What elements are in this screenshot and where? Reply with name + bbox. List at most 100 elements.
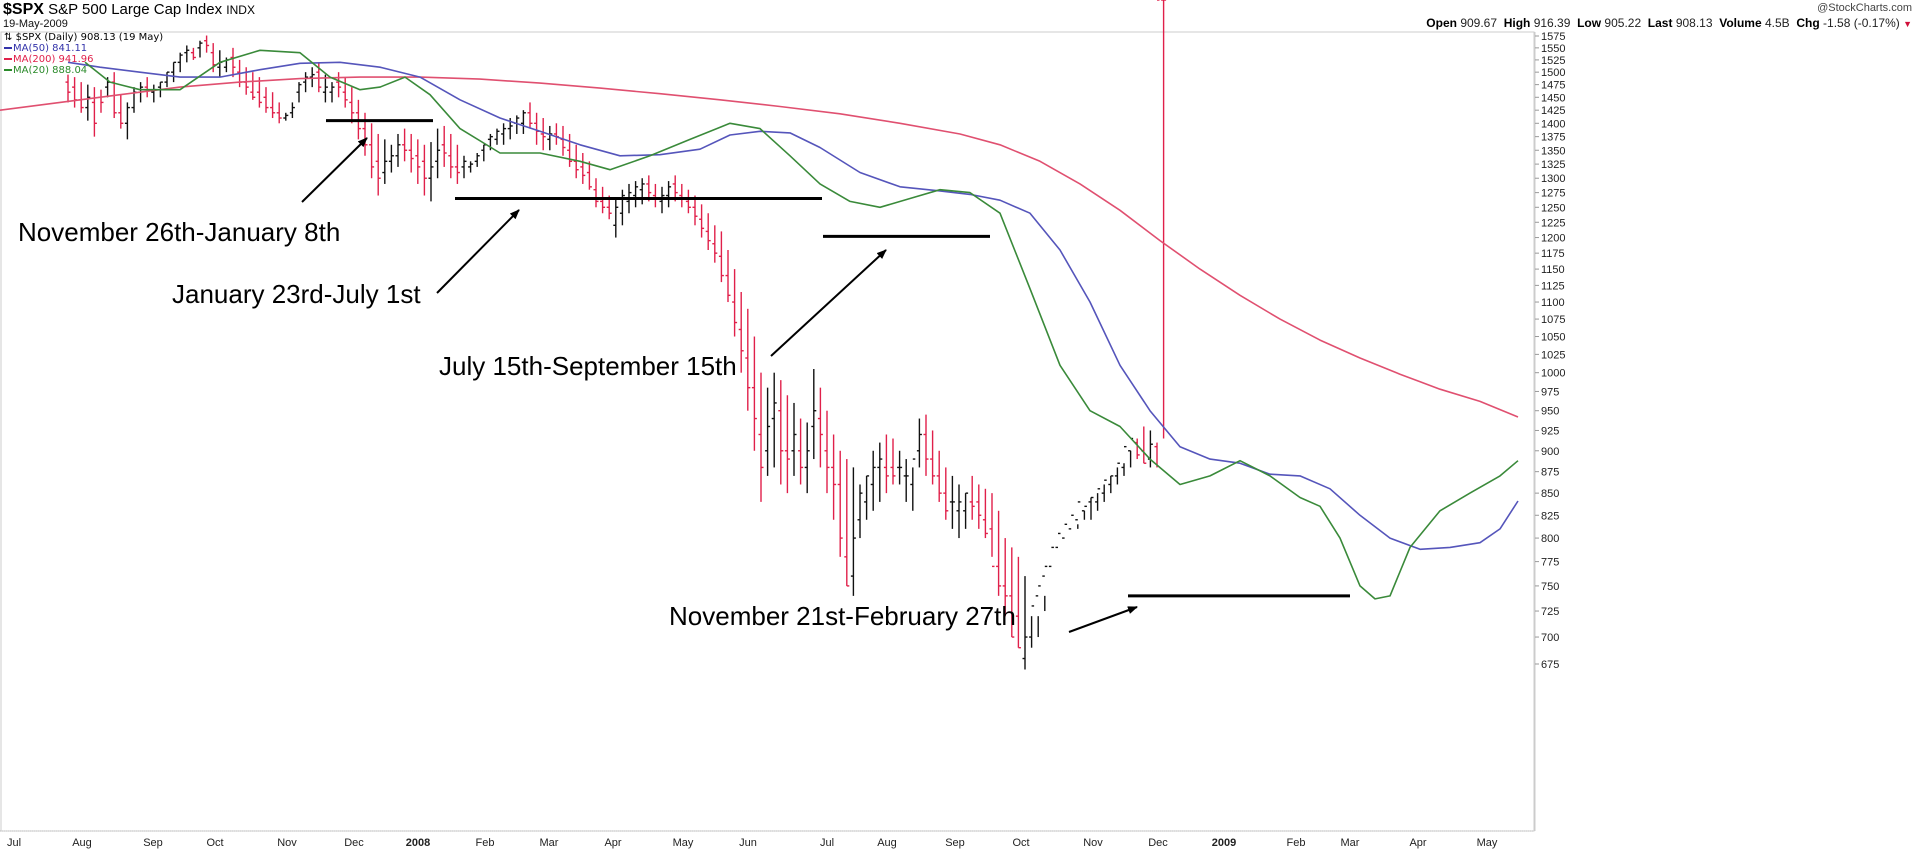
y-tick-label: 750 bbox=[1541, 581, 1559, 593]
y-tick-label: 875 bbox=[1541, 467, 1559, 479]
ohlc-bar bbox=[454, 144, 460, 184]
chart-legend: ⇅ $SPX (Daily) 908.13 (19 May) MA(50) 84… bbox=[4, 32, 163, 76]
plot-frame bbox=[0, 31, 1535, 832]
ohlc-bar bbox=[65, 74, 71, 103]
ohlc-bar bbox=[421, 144, 427, 196]
y-tick-label: 1125 bbox=[1541, 280, 1565, 292]
ohlc-bar bbox=[910, 458, 916, 511]
ohlc-bar bbox=[177, 52, 183, 73]
x-tick-label: Nov bbox=[277, 837, 297, 849]
y-tick-label: 1325 bbox=[1541, 159, 1565, 171]
ohlc-bar bbox=[256, 77, 262, 108]
ohlc-bar bbox=[395, 133, 401, 167]
ohlc-bar bbox=[705, 213, 711, 251]
ohlc-bar bbox=[666, 181, 672, 208]
ohlc-bar bbox=[784, 395, 790, 494]
ohlc-bar bbox=[1121, 445, 1127, 476]
ohlc-bar bbox=[883, 434, 889, 494]
ohlc-bar bbox=[593, 178, 599, 208]
ohlc-bar bbox=[296, 82, 302, 103]
ohlc-bar bbox=[197, 40, 203, 58]
ohlc-bar bbox=[745, 308, 751, 411]
ohlc-bar bbox=[461, 155, 467, 179]
ohlc-bar bbox=[850, 467, 856, 596]
x-tick-label: Sep bbox=[945, 837, 965, 849]
ohlc-bar bbox=[963, 492, 969, 529]
chart-header: $SPX S&P 500 Large Cap Index INDX 19-May… bbox=[0, 0, 1920, 32]
ohlc-bar bbox=[1062, 523, 1068, 539]
y-tick-label: 1375 bbox=[1541, 132, 1565, 144]
ohlc-bar bbox=[897, 450, 903, 485]
ohlc-bar bbox=[732, 269, 738, 337]
y-tick-label: 1350 bbox=[1541, 145, 1565, 157]
y-tick-label: 950 bbox=[1541, 406, 1559, 418]
ohlc-bar bbox=[118, 94, 124, 129]
y-tick-label: 1475 bbox=[1541, 80, 1565, 92]
open-label: Open bbox=[1426, 16, 1457, 30]
ohlc-bar bbox=[369, 123, 375, 179]
ohlc-bar bbox=[771, 372, 777, 468]
legend-ma200: MA(200) 941.96 bbox=[4, 54, 163, 65]
ohlc-bar bbox=[1022, 576, 1028, 670]
volume-value: 4.5B bbox=[1765, 16, 1790, 30]
index-name: S&P 500 Large Cap Index bbox=[48, 1, 223, 18]
ohlc-bar bbox=[402, 128, 408, 162]
high-value: 916.39 bbox=[1533, 16, 1571, 30]
ohlc-bar bbox=[553, 123, 559, 145]
ohlc-bar bbox=[78, 82, 84, 113]
ohlc-bar bbox=[890, 438, 896, 485]
ohlc-bar bbox=[712, 225, 718, 263]
y-tick-label: 1300 bbox=[1541, 173, 1565, 185]
exchange: INDX bbox=[226, 3, 255, 17]
ohlc-bar bbox=[930, 430, 936, 485]
ohlc-bar bbox=[1055, 532, 1061, 549]
ohlc-bar bbox=[382, 139, 388, 184]
y-tick-label: 1425 bbox=[1541, 105, 1565, 117]
ma200-swatch-icon bbox=[4, 58, 12, 60]
x-tick-label: Aug bbox=[877, 837, 897, 849]
ohlc-bar bbox=[1009, 547, 1015, 638]
ohlc-bar bbox=[131, 87, 137, 113]
x-tick-label: Feb bbox=[476, 837, 495, 849]
ma-line-ma200 bbox=[0, 76, 1519, 418]
ohlc-bar bbox=[1068, 514, 1074, 530]
ohlc-bar bbox=[527, 102, 533, 129]
ohlc-bar bbox=[699, 204, 705, 238]
low-value: 905.22 bbox=[1604, 16, 1642, 30]
y-tick-label: 725 bbox=[1541, 606, 1559, 618]
ohlc-bar bbox=[388, 144, 394, 173]
change-value: -1.58 (-0.17%) bbox=[1823, 16, 1900, 30]
ohlc-bar bbox=[448, 133, 454, 179]
x-tick-label: Mar bbox=[1341, 837, 1360, 849]
ohlc-bar bbox=[322, 74, 328, 103]
legend-ma50-label: MA(50) 841.11 bbox=[13, 43, 88, 54]
ohlc-bar bbox=[778, 380, 784, 485]
ohlc-bar bbox=[1075, 501, 1081, 529]
ohlc-bar bbox=[791, 402, 797, 476]
annotations: November 26th-January 8th January 23rd-Ju… bbox=[18, 137, 1138, 633]
ohlc-bar bbox=[804, 422, 810, 494]
ohlc-bar bbox=[811, 368, 817, 460]
ohlc-bar bbox=[336, 72, 342, 98]
y-tick-label: 1400 bbox=[1541, 118, 1565, 130]
symbol: $SPX bbox=[3, 1, 44, 18]
ohlc-bar bbox=[494, 128, 500, 145]
x-tick-label: May bbox=[1477, 837, 1498, 849]
ohlc-bar bbox=[435, 128, 441, 179]
ohlc-bar bbox=[864, 475, 870, 520]
legend-ma20-label: MA(20) 888.04 bbox=[13, 65, 88, 76]
x-tick-label: Apr bbox=[604, 837, 621, 849]
ohlc-bar bbox=[72, 77, 78, 108]
ohlc-bar bbox=[923, 414, 929, 476]
ohlc-bar bbox=[230, 47, 236, 78]
ohlc-bar bbox=[1161, 0, 1167, 439]
y-tick-label: 800 bbox=[1541, 533, 1559, 545]
x-tick-label: Jun bbox=[739, 837, 757, 849]
ohlc-bar bbox=[184, 45, 190, 63]
y-tick-label: 900 bbox=[1541, 446, 1559, 458]
ohlc-bar bbox=[85, 84, 91, 121]
ohlc-bar bbox=[758, 372, 764, 502]
ohlc-bar bbox=[408, 133, 414, 173]
ohlc-bar bbox=[481, 144, 487, 162]
ohlc-bar bbox=[1002, 538, 1008, 617]
